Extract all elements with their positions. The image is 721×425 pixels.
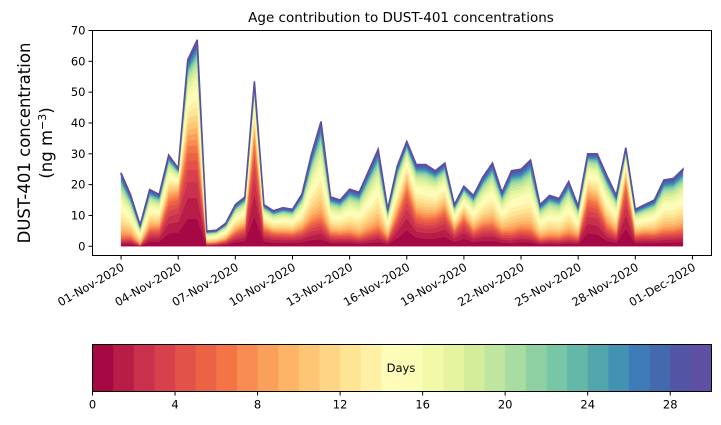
colorbar-swatch <box>154 344 176 392</box>
y-tick-label: 70 <box>71 24 86 38</box>
colorbar-swatch <box>257 344 279 392</box>
y-axis-label: DUST-401 concentration (ng m−3) <box>15 43 56 244</box>
colorbar-swatch <box>402 344 424 392</box>
colorbar-tick-label: 24 <box>580 398 595 412</box>
y-tick-label: 60 <box>71 54 86 68</box>
y-tick-label: 40 <box>71 116 86 130</box>
colorbar-swatch <box>484 344 506 392</box>
y-tick-label: 50 <box>71 85 86 99</box>
colorbar-tick-label: 20 <box>498 398 513 412</box>
y-axis-ticks: 0 10 20 30 40 50 60 70 <box>71 24 93 253</box>
y-axis-label-line1: DUST-401 concentration <box>15 43 34 244</box>
colorbar-swatch <box>443 344 465 392</box>
colorbar-tick-label: 4 <box>171 398 178 412</box>
y-axis-unit-close: ) <box>37 107 56 113</box>
colorbar-swatch <box>236 344 259 392</box>
colorbar-tick-label: 8 <box>254 398 261 412</box>
colorbar-swatch <box>690 344 712 392</box>
y-axis-label-line2: (ng m−3) <box>36 107 56 178</box>
stacked-areas <box>120 39 684 247</box>
y-tick-label: 0 <box>78 239 85 253</box>
colorbar-label: Days <box>387 361 416 375</box>
colorbar-swatch <box>608 344 630 392</box>
colorbar: Days 0 4 8 12 16 20 24 28 <box>89 344 712 412</box>
colorbar-swatch <box>525 344 547 392</box>
colorbar-frame <box>92 344 712 392</box>
colorbar-swatch <box>92 344 114 392</box>
colorbar-swatch <box>340 344 362 392</box>
colorbar-swatch <box>505 344 527 392</box>
y-axis-unit-exponent: −3 <box>36 114 49 130</box>
colorbar-swatch <box>298 344 320 392</box>
colorbar-swatch <box>649 344 671 392</box>
colorbar-tick-label: 16 <box>415 398 430 412</box>
y-tick-label: 10 <box>71 208 86 222</box>
colorbar-swatch <box>319 344 341 392</box>
y-tick-label: 20 <box>71 178 86 192</box>
colorbar-tick-label: 28 <box>663 398 678 412</box>
colorbar-swatch <box>546 344 568 392</box>
colorbar-swatch <box>381 344 403 392</box>
colorbar-swatch <box>463 344 486 392</box>
y-tick-label: 30 <box>71 147 86 161</box>
colorbar-swatch <box>133 344 155 392</box>
colorbar-swatch <box>670 344 692 392</box>
colorbar-tick-label: 0 <box>89 398 96 412</box>
colorbar-swatches <box>92 344 712 392</box>
colorbar-swatch <box>175 344 197 392</box>
colorbar-swatch <box>195 344 217 392</box>
y-axis-unit: (ng m <box>37 130 56 179</box>
colorbar-swatch <box>360 344 382 392</box>
plot-frame <box>92 30 712 256</box>
colorbar-swatch <box>587 344 609 392</box>
x-axis-ticks: 01-Nov-202004-Nov-202007-Nov-202010-Nov-… <box>55 255 698 309</box>
colorbar-ticks: 0 4 8 12 16 20 24 28 <box>89 391 678 412</box>
colorbar-swatch <box>567 344 589 392</box>
colorbar-swatch <box>278 344 300 392</box>
colorbar-swatch <box>113 344 135 392</box>
colorbar-swatch <box>422 344 444 392</box>
chart-title: Age contribution to DUST-401 concentrati… <box>248 10 554 26</box>
colorbar-swatch <box>216 344 238 392</box>
colorbar-swatch <box>628 344 651 392</box>
colorbar-tick-label: 12 <box>333 398 348 412</box>
area-day-29 <box>120 39 684 233</box>
